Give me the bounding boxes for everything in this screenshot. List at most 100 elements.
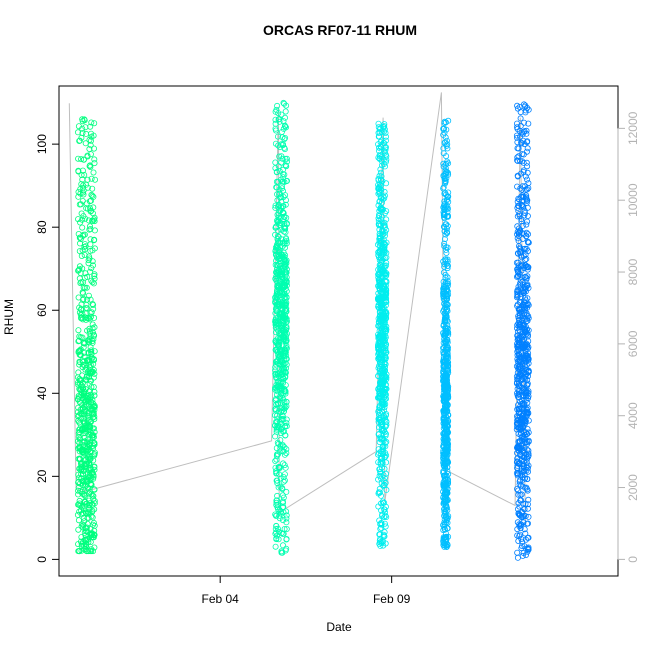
data-point: [78, 252, 85, 259]
data-point: [78, 181, 85, 188]
data-point: [378, 398, 385, 405]
data-point: [441, 228, 448, 235]
data-point: [524, 139, 531, 146]
data-point: [444, 411, 451, 418]
data-point: [519, 402, 526, 409]
data-point: [377, 169, 384, 176]
data-point: [441, 317, 448, 324]
data-point: [380, 482, 387, 489]
data-point: [89, 507, 96, 514]
data-point: [442, 511, 449, 518]
data-point: [445, 160, 452, 167]
data-point: [87, 489, 94, 496]
data-point: [76, 248, 83, 255]
data-point: [282, 382, 289, 389]
data-point: [443, 393, 450, 400]
data-point: [78, 315, 85, 322]
data-point: [375, 129, 382, 136]
data-point: [282, 192, 289, 199]
data-point: [515, 416, 522, 423]
data-point: [376, 188, 383, 195]
x-axis-label: Date: [326, 620, 352, 634]
data-point: [75, 433, 82, 440]
data-point: [281, 471, 288, 478]
data-point: [524, 238, 531, 245]
data-point: [440, 184, 447, 191]
data-point: [79, 129, 86, 136]
data-point: [380, 156, 387, 163]
data-point: [375, 181, 382, 188]
data-point: [89, 329, 96, 336]
data-point: [277, 445, 284, 452]
data-point: [86, 422, 93, 429]
data-point: [445, 189, 452, 196]
data-point: [515, 380, 522, 387]
data-point: [522, 440, 529, 447]
data-point: [88, 191, 95, 198]
data-point: [378, 427, 385, 434]
data-point: [519, 457, 526, 464]
data-point: [514, 223, 521, 230]
data-point: [282, 348, 289, 355]
data-point: [377, 421, 384, 428]
data-point: [376, 531, 383, 538]
data-point: [91, 314, 98, 321]
data-point: [381, 529, 388, 536]
data-point: [514, 157, 521, 164]
data-point: [283, 519, 290, 526]
data-point: [444, 205, 451, 212]
data-point: [283, 536, 290, 543]
data-point: [88, 133, 95, 140]
data-point: [280, 474, 287, 481]
data-point: [513, 132, 520, 139]
data-point: [516, 312, 523, 319]
data-point: [281, 311, 288, 318]
data-point: [522, 251, 529, 258]
data-point: [274, 335, 281, 342]
data-point: [515, 262, 522, 269]
data-point: [75, 471, 82, 478]
data-point: [87, 466, 94, 473]
data-point: [281, 256, 288, 263]
data-point: [275, 163, 282, 170]
data-point: [442, 246, 449, 253]
data-point: [82, 140, 89, 147]
data-point: [376, 172, 383, 179]
data-point: [514, 358, 521, 365]
data-point: [90, 280, 97, 287]
data-point: [442, 279, 449, 286]
data-point: [441, 476, 448, 483]
data-point: [442, 501, 449, 508]
data-point: [75, 294, 82, 301]
data-point: [79, 167, 86, 174]
data-point: [441, 414, 448, 421]
data-point: [277, 400, 284, 407]
data-point: [525, 180, 532, 187]
data-point: [375, 184, 382, 191]
data-point: [441, 236, 448, 243]
data-point: [86, 380, 93, 387]
data-point: [382, 430, 389, 437]
data-point: [514, 554, 521, 561]
data-point: [516, 342, 523, 349]
data-point: [276, 464, 283, 471]
data-point: [525, 417, 532, 424]
data-point: [379, 498, 386, 505]
data-point: [272, 159, 279, 166]
data-point: [273, 456, 280, 463]
data-point: [444, 496, 451, 503]
data-point: [86, 316, 93, 323]
data-point: [280, 338, 287, 345]
data-point: [75, 129, 82, 136]
data-point: [378, 464, 385, 471]
data-point: [515, 207, 522, 214]
data-point: [440, 483, 447, 490]
data-point: [444, 169, 451, 176]
data-point: [83, 478, 90, 485]
series-group-3: [374, 120, 390, 549]
data-point: [280, 396, 287, 403]
data-point: [514, 352, 521, 359]
data-point: [383, 270, 390, 277]
data-point: [441, 212, 448, 219]
data-point: [444, 292, 451, 299]
